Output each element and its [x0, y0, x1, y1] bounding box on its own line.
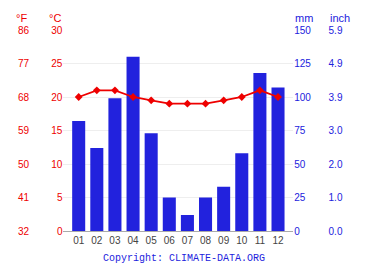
svg-text:1.0: 1.0	[329, 192, 343, 203]
svg-text:41: 41	[18, 192, 30, 203]
svg-text:77: 77	[18, 58, 30, 69]
svg-text:0.0: 0.0	[329, 226, 343, 237]
svg-text:09: 09	[218, 235, 230, 246]
svg-text:32: 32	[18, 226, 30, 237]
svg-text:5.9: 5.9	[329, 25, 343, 36]
svg-text:25: 25	[51, 58, 63, 69]
svg-text:100: 100	[294, 92, 311, 103]
svg-text:0: 0	[57, 226, 63, 237]
svg-text:mm: mm	[295, 12, 313, 24]
svg-text:02: 02	[91, 235, 103, 246]
svg-text:150: 150	[294, 25, 311, 36]
svg-text:06: 06	[164, 235, 176, 246]
svg-text:07: 07	[182, 235, 194, 246]
svg-text:15: 15	[51, 125, 63, 136]
svg-text:50: 50	[18, 159, 30, 170]
svg-text:12: 12	[272, 235, 284, 246]
svg-text:125: 125	[294, 58, 311, 69]
svg-text:59: 59	[18, 125, 30, 136]
svg-text:03: 03	[109, 235, 121, 246]
svg-text:5: 5	[57, 192, 63, 203]
svg-text:20: 20	[51, 92, 63, 103]
svg-text:2.0: 2.0	[329, 159, 343, 170]
svg-text:4.9: 4.9	[329, 58, 343, 69]
svg-text:05: 05	[146, 235, 158, 246]
svg-text:inch: inch	[330, 12, 350, 24]
svg-text:08: 08	[200, 235, 212, 246]
svg-text:86: 86	[18, 25, 30, 36]
svg-text:01: 01	[73, 235, 85, 246]
svg-text:3.0: 3.0	[329, 125, 343, 136]
svg-text:10: 10	[51, 159, 63, 170]
svg-text:11: 11	[255, 235, 266, 246]
svg-text:0: 0	[294, 226, 300, 237]
svg-text:68: 68	[18, 92, 30, 103]
svg-text:°F: °F	[16, 12, 27, 24]
svg-text:3.9: 3.9	[329, 92, 343, 103]
svg-text:25: 25	[294, 192, 306, 203]
svg-text:50: 50	[294, 159, 306, 170]
svg-text:°C: °C	[49, 12, 61, 24]
svg-text:10: 10	[236, 235, 248, 246]
svg-text:04: 04	[127, 235, 139, 246]
svg-text:75: 75	[294, 125, 306, 136]
svg-text:30: 30	[51, 25, 63, 36]
svg-text:Copyright: CLIMATE-DATA.ORG: Copyright: CLIMATE-DATA.ORG	[103, 253, 265, 264]
